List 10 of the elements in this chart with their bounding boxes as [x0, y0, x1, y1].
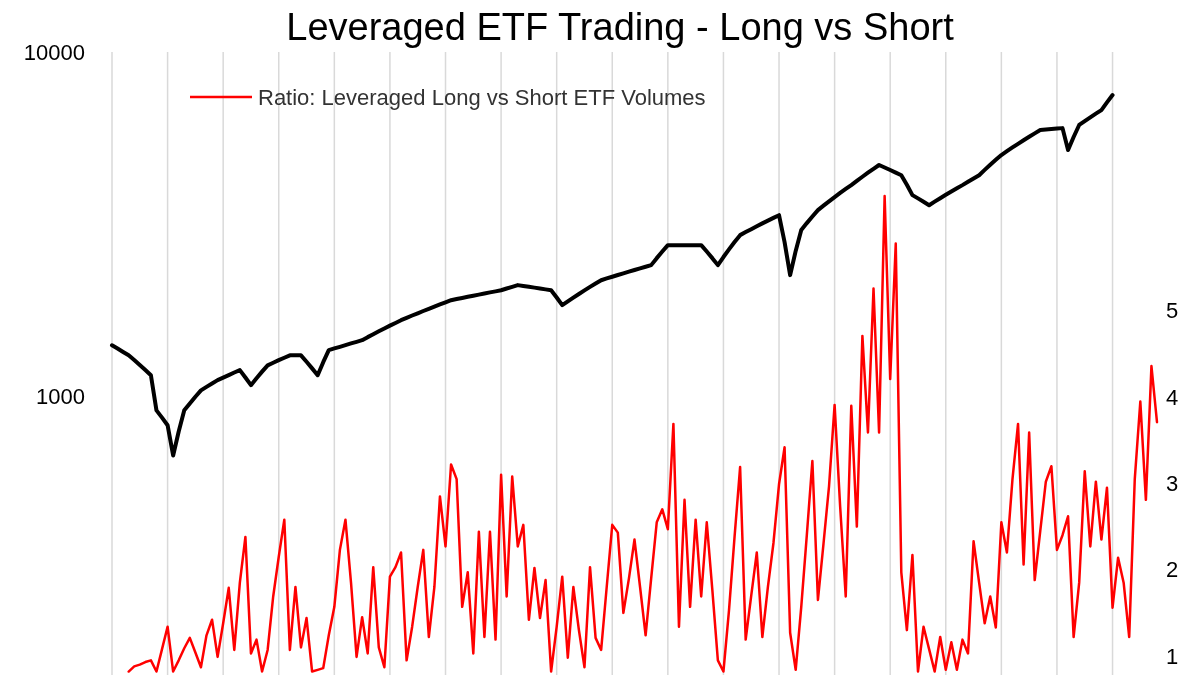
y2-tick-label: 3	[1166, 470, 1179, 496]
chart-title: Leveraged ETF Trading - Long vs Short	[286, 6, 955, 48]
y2-tick-label: 5	[1166, 298, 1179, 324]
y2-tick-label: 2	[1166, 557, 1179, 583]
y-tick-label: 10000	[23, 39, 85, 65]
y2-tick-label: 4	[1166, 384, 1179, 410]
y-tick-label: 1000	[36, 383, 85, 409]
legend-label: Ratio: Leveraged Long vs Short ETF Volumes	[258, 85, 706, 110]
line-series	[127, 194, 1159, 673]
y2-tick-label: 1	[1166, 643, 1179, 669]
